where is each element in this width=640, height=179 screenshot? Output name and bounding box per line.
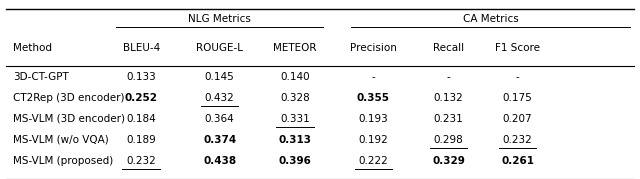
- Text: -: -: [447, 72, 451, 82]
- Text: 0.189: 0.189: [126, 135, 156, 145]
- Text: ROUGE-L: ROUGE-L: [196, 43, 243, 53]
- Text: 0.374: 0.374: [203, 135, 236, 145]
- Text: 0.192: 0.192: [358, 135, 388, 145]
- Text: 0.231: 0.231: [434, 114, 463, 124]
- Text: CT2Rep (3D encoder): CT2Rep (3D encoder): [13, 93, 124, 103]
- Text: MS-VLM (proposed): MS-VLM (proposed): [13, 156, 113, 166]
- Text: MS-VLM (w/o VQA): MS-VLM (w/o VQA): [13, 135, 108, 145]
- Text: 0.313: 0.313: [278, 135, 312, 145]
- Text: F1 Score: F1 Score: [495, 43, 540, 53]
- Text: NLG Metrics: NLG Metrics: [188, 14, 251, 24]
- Text: 3D-CT-GPT: 3D-CT-GPT: [13, 72, 68, 82]
- Text: METEOR: METEOR: [273, 43, 317, 53]
- Text: 0.364: 0.364: [205, 114, 234, 124]
- Text: 0.145: 0.145: [205, 72, 234, 82]
- Text: 0.140: 0.140: [280, 72, 310, 82]
- Text: -: -: [516, 72, 520, 82]
- Text: 0.207: 0.207: [503, 114, 532, 124]
- Text: 0.175: 0.175: [502, 93, 532, 103]
- Text: CA Metrics: CA Metrics: [463, 14, 519, 24]
- Text: 0.298: 0.298: [434, 135, 463, 145]
- Text: 0.132: 0.132: [434, 93, 463, 103]
- Text: BLEU-4: BLEU-4: [123, 43, 160, 53]
- Text: 0.328: 0.328: [280, 93, 310, 103]
- Text: 0.438: 0.438: [203, 156, 236, 166]
- Text: -: -: [371, 72, 375, 82]
- Text: 0.232: 0.232: [126, 156, 156, 166]
- Text: 0.331: 0.331: [280, 114, 310, 124]
- Text: 0.184: 0.184: [126, 114, 156, 124]
- Text: 0.329: 0.329: [432, 156, 465, 166]
- Text: 0.396: 0.396: [278, 156, 311, 166]
- Text: 0.232: 0.232: [502, 135, 532, 145]
- Text: 0.252: 0.252: [125, 93, 157, 103]
- Text: 0.432: 0.432: [205, 93, 234, 103]
- Text: MS-VLM (3D encoder): MS-VLM (3D encoder): [13, 114, 125, 124]
- Text: Precision: Precision: [350, 43, 397, 53]
- Text: 0.261: 0.261: [501, 156, 534, 166]
- Text: Recall: Recall: [433, 43, 464, 53]
- Text: Method: Method: [13, 43, 52, 53]
- Text: 0.133: 0.133: [126, 72, 156, 82]
- Text: 0.222: 0.222: [358, 156, 388, 166]
- Text: 0.193: 0.193: [358, 114, 388, 124]
- Text: 0.355: 0.355: [357, 93, 390, 103]
